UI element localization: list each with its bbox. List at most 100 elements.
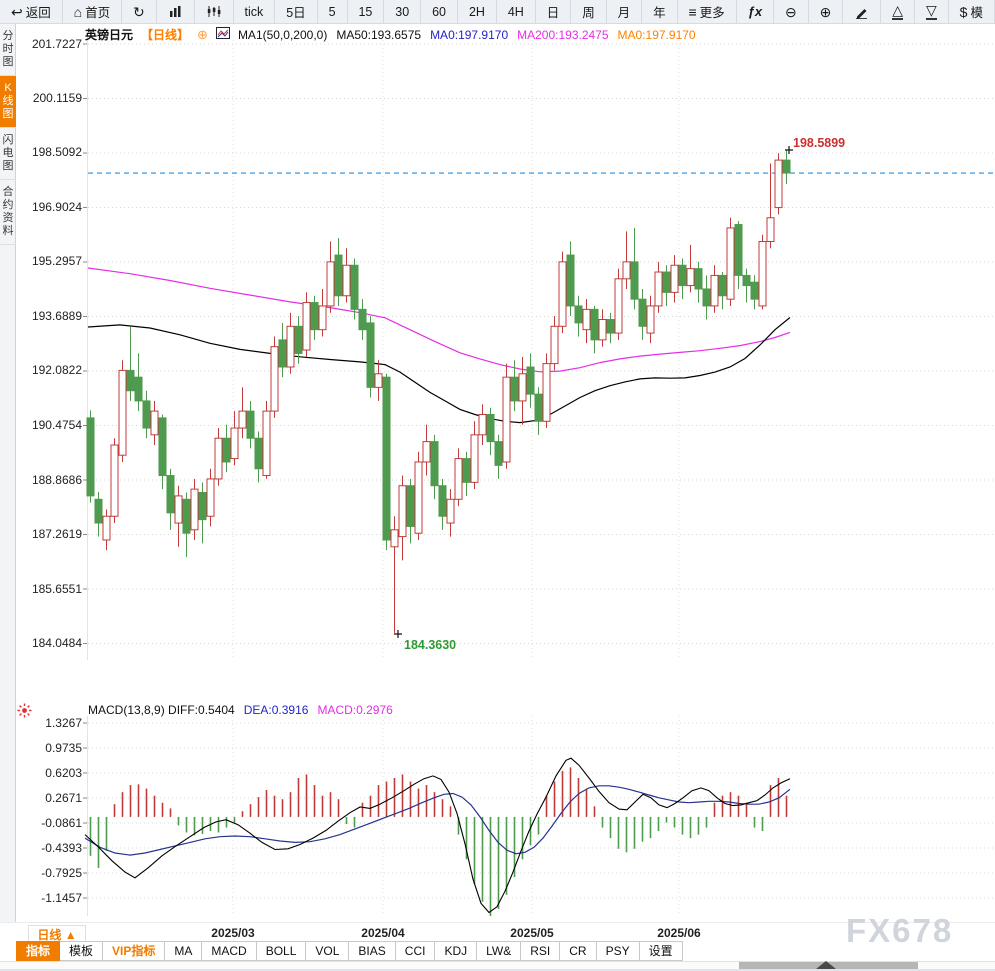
toolbar-item-back[interactable]: ↩ 返回	[0, 0, 63, 23]
price-axis-label: 198.5092	[31, 145, 82, 160]
toolbar-label: 模	[970, 6, 983, 20]
sidebar-item-K线图[interactable]: K线图	[0, 76, 16, 128]
macd-axis-label: -0.7925	[41, 865, 82, 880]
candle	[166, 475, 175, 514]
toolbar-item-5m[interactable]: 5	[318, 0, 348, 23]
ma-value: MA200:193.2475	[517, 27, 609, 42]
macd-axis-label: 1.3267	[45, 715, 82, 730]
toolbar-item-more[interactable]: ≡ 更多	[678, 0, 737, 23]
candle	[198, 492, 207, 521]
tab-BOLL[interactable]: BOLL	[256, 941, 307, 961]
candle	[702, 288, 711, 307]
candle	[214, 437, 223, 480]
toolbar-item-15m[interactable]: 15	[348, 0, 385, 23]
toolbar-item-sim[interactable]: $ 模	[949, 0, 995, 23]
toolbar-item-draw[interactable]	[843, 0, 882, 23]
sidebar-item-闪电图[interactable]: 闪电图	[0, 128, 16, 180]
tab-MACD[interactable]: MACD	[202, 941, 257, 961]
toolbar-item-5d[interactable]: 5日	[275, 0, 318, 23]
candle	[478, 413, 487, 436]
toolbar-item-4h[interactable]: 4H	[497, 0, 536, 23]
candle	[254, 437, 263, 470]
candle	[582, 308, 591, 331]
toolbar-item-refresh[interactable]: ↻	[122, 0, 157, 23]
tab-MA[interactable]: MA	[165, 941, 203, 961]
candle	[558, 261, 567, 327]
candle	[342, 264, 351, 297]
toolbar-item-2h[interactable]: 2H	[458, 0, 497, 23]
candle	[270, 346, 279, 412]
period-label: 【日线】	[141, 28, 190, 42]
add-indicator-icon[interactable]: ⊕	[197, 26, 208, 42]
candle	[566, 254, 575, 307]
candle	[246, 410, 255, 439]
zoom-in-icon: ⊕	[819, 3, 832, 20]
candle	[190, 488, 199, 531]
candle	[622, 261, 631, 280]
tab-VOL[interactable]: VOL	[306, 941, 350, 961]
price-axis-label: 190.4754	[31, 418, 82, 432]
candle	[638, 298, 647, 327]
indicator-settings-icon[interactable]	[17, 703, 32, 723]
toolbar-item-zoom-in[interactable]: ⊕	[809, 0, 844, 23]
tab-KDJ[interactable]: KDJ	[435, 941, 478, 961]
candle	[86, 417, 95, 497]
tab-设置[interactable]: 设置	[639, 941, 683, 961]
toolbar-label: 5	[328, 4, 336, 19]
tab-BIAS[interactable]: BIAS	[349, 941, 396, 961]
candle	[398, 485, 407, 538]
tab-PSY[interactable]: PSY	[596, 941, 640, 961]
macd-value: MACD:0.2976	[317, 703, 393, 717]
candle	[390, 529, 399, 548]
toolbar-item-home[interactable]: ⌂ 首页	[63, 0, 123, 23]
menu-icon: ≡	[688, 3, 697, 20]
sidebar-item-分时图[interactable]: 分时图	[0, 24, 16, 76]
tab-CCI[interactable]: CCI	[395, 941, 436, 961]
macd-axis-label: 0.9735	[45, 740, 82, 755]
ma200-line	[87, 267, 791, 373]
toolbar-item-30m[interactable]: 30	[384, 0, 422, 23]
window-bottom-edge	[0, 969, 995, 971]
toolbar-label: 月	[617, 6, 631, 20]
candle	[110, 444, 119, 517]
mini-chart-icon	[215, 27, 230, 42]
candle	[758, 241, 767, 307]
toolbar-item-bar-chart[interactable]	[157, 0, 195, 23]
tab-CR[interactable]: CR	[560, 941, 597, 961]
toolbar-item-month[interactable]: 月	[607, 0, 643, 23]
ma-value: MA50:193.6575	[336, 27, 422, 42]
macd-header: MACD(13,8,9) DIFF:0.5404 DEA:0.3916 MACD:0…	[88, 703, 402, 717]
tab-模板[interactable]: 模板	[60, 941, 104, 961]
candle	[518, 373, 527, 402]
toolbar-item-move-top[interactable]: △	[881, 0, 915, 23]
candle	[454, 458, 463, 500]
period-selector-button[interactable]: 日线 ▲	[28, 925, 86, 945]
date-label: 2025/06	[657, 926, 701, 940]
candle	[126, 369, 135, 392]
toolbar-item-60m[interactable]: 60	[421, 0, 458, 23]
sidebar-item-合约资料[interactable]: 合约资料	[0, 180, 16, 245]
candle	[206, 478, 215, 517]
bottom-scrollbar-track[interactable]	[0, 961, 995, 971]
tab-LW&[interactable]: LW&	[477, 941, 522, 961]
candle	[694, 268, 703, 290]
toolbar-item-day[interactable]: 日	[536, 0, 572, 23]
toolbar-item-tick[interactable]: tick	[234, 0, 276, 23]
tab-RSI[interactable]: RSI	[521, 941, 561, 961]
candle	[662, 271, 671, 293]
toolbar-item-tick-chart[interactable]	[195, 0, 234, 23]
tab-指标[interactable]: 指标	[16, 941, 61, 961]
tab-VIP指标[interactable]: VIP指标	[103, 941, 166, 961]
toolbar-item-year[interactable]: 年	[642, 0, 678, 23]
toolbar-item-move-bottom[interactable]: ▽	[915, 0, 949, 23]
price-cross-marker	[785, 146, 793, 154]
diff-line	[84, 757, 791, 914]
toolbar-item-zoom-out[interactable]: ⊖	[774, 0, 809, 23]
candle	[382, 376, 391, 541]
toolbar-item-formula[interactable]: ƒx	[737, 0, 775, 23]
panel-expand-arrow-icon[interactable]	[816, 961, 836, 969]
triangle-down-icon: ▽	[925, 2, 937, 20]
toolbar-label: 年	[653, 6, 666, 20]
toolbar-item-week[interactable]: 周	[571, 0, 607, 23]
